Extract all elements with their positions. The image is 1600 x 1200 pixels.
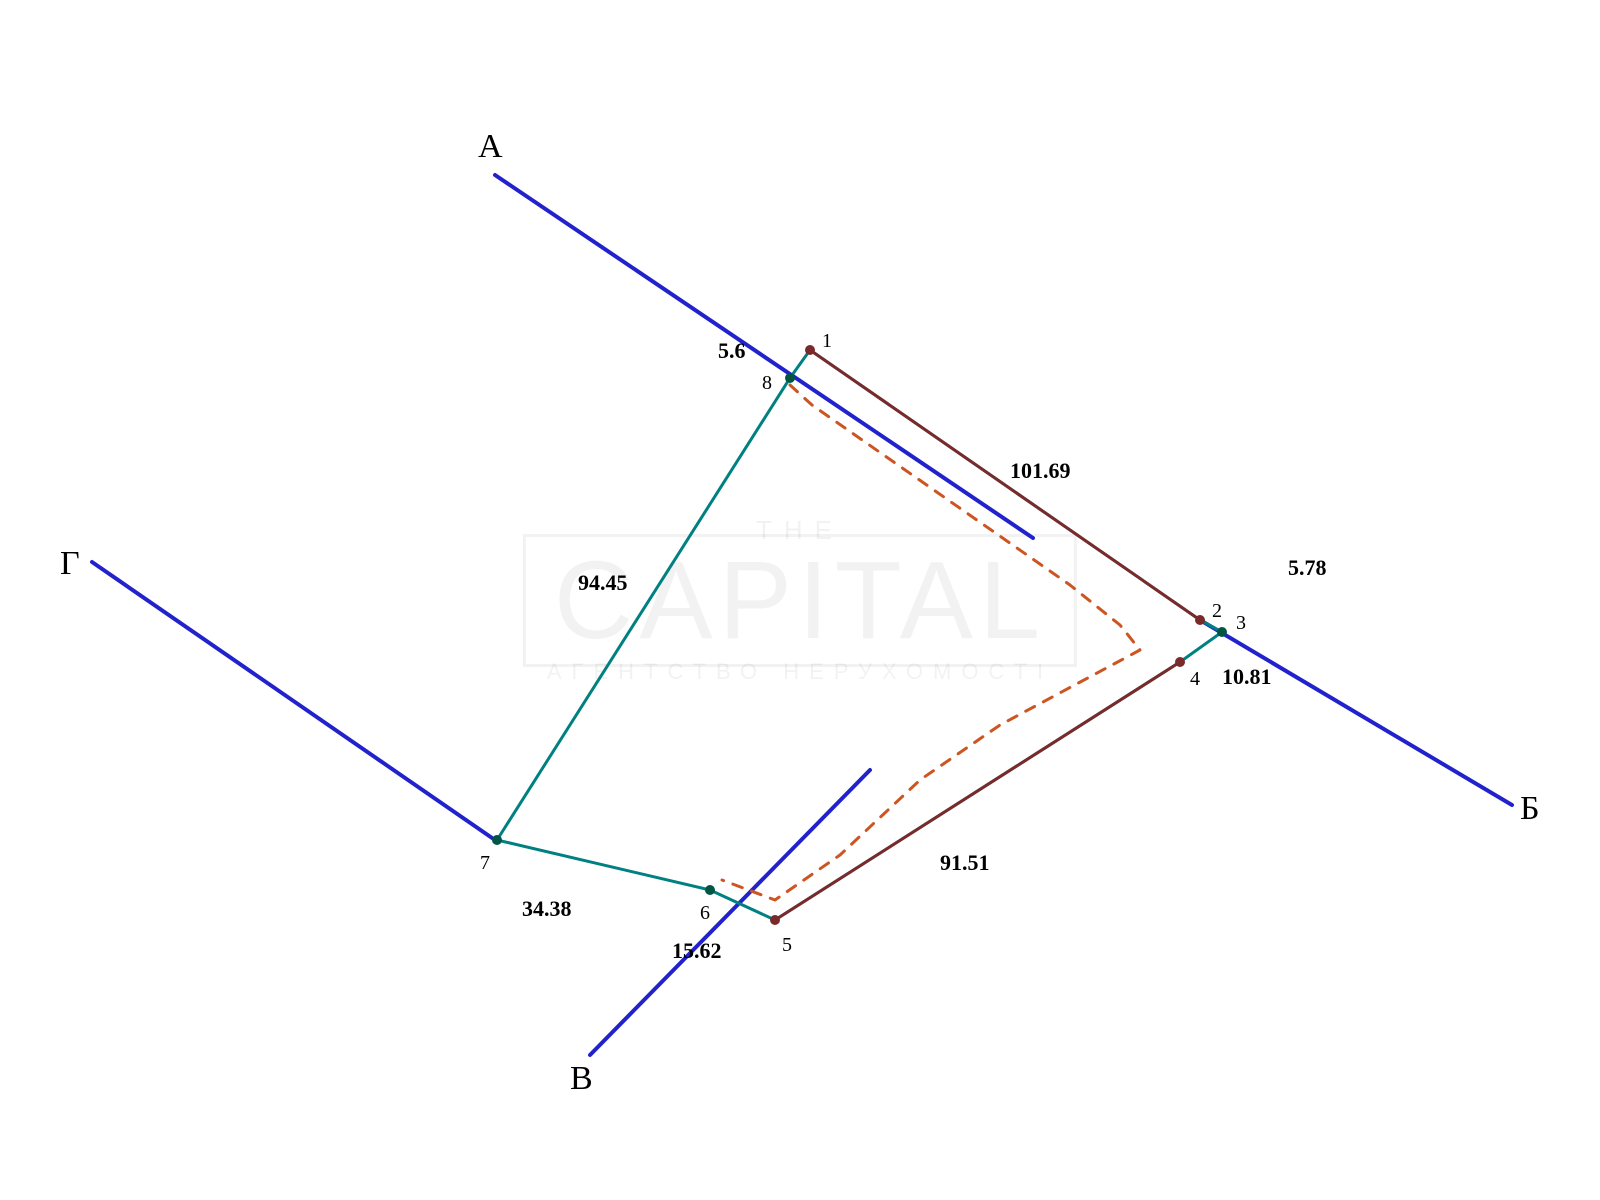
edge-label-7: 94.45	[578, 570, 628, 596]
plot-svg	[0, 0, 1600, 1200]
edge-label-6: 34.38	[522, 896, 572, 922]
endpoint-label-A: А	[478, 128, 503, 166]
offset-dashed-polyline	[722, 385, 1140, 900]
edge-label-3: 10.81	[1222, 664, 1272, 690]
point-label-5: 5	[782, 934, 792, 957]
point-label-8: 8	[762, 372, 772, 395]
edge-label-5: 15.62	[672, 938, 722, 964]
edge-label-1: 101.69	[1010, 458, 1071, 484]
point-label-3: 3	[1236, 612, 1246, 635]
endpoint-label-B-left: В	[570, 1060, 593, 1098]
boundary-lines	[92, 175, 1512, 1055]
point-label-4: 4	[1190, 668, 1200, 691]
parcel-polyline	[497, 350, 1222, 920]
point-label-7: 7	[480, 852, 490, 875]
point-label-6: 6	[700, 902, 710, 925]
edge-label-0: 5.6	[718, 338, 746, 364]
diagram-stage: THE CAPITAL АГЕНТСТВО НЕРУХОМОСТІ АБВГ18…	[0, 0, 1600, 1200]
edge-label-2: 5.78	[1288, 555, 1327, 581]
edge-label-4: 91.51	[940, 850, 990, 876]
endpoint-label-B-right: Б	[1520, 790, 1540, 828]
point-label-2: 2	[1212, 600, 1222, 623]
point-label-1: 1	[822, 330, 832, 353]
endpoint-label-G: Г	[60, 545, 80, 583]
